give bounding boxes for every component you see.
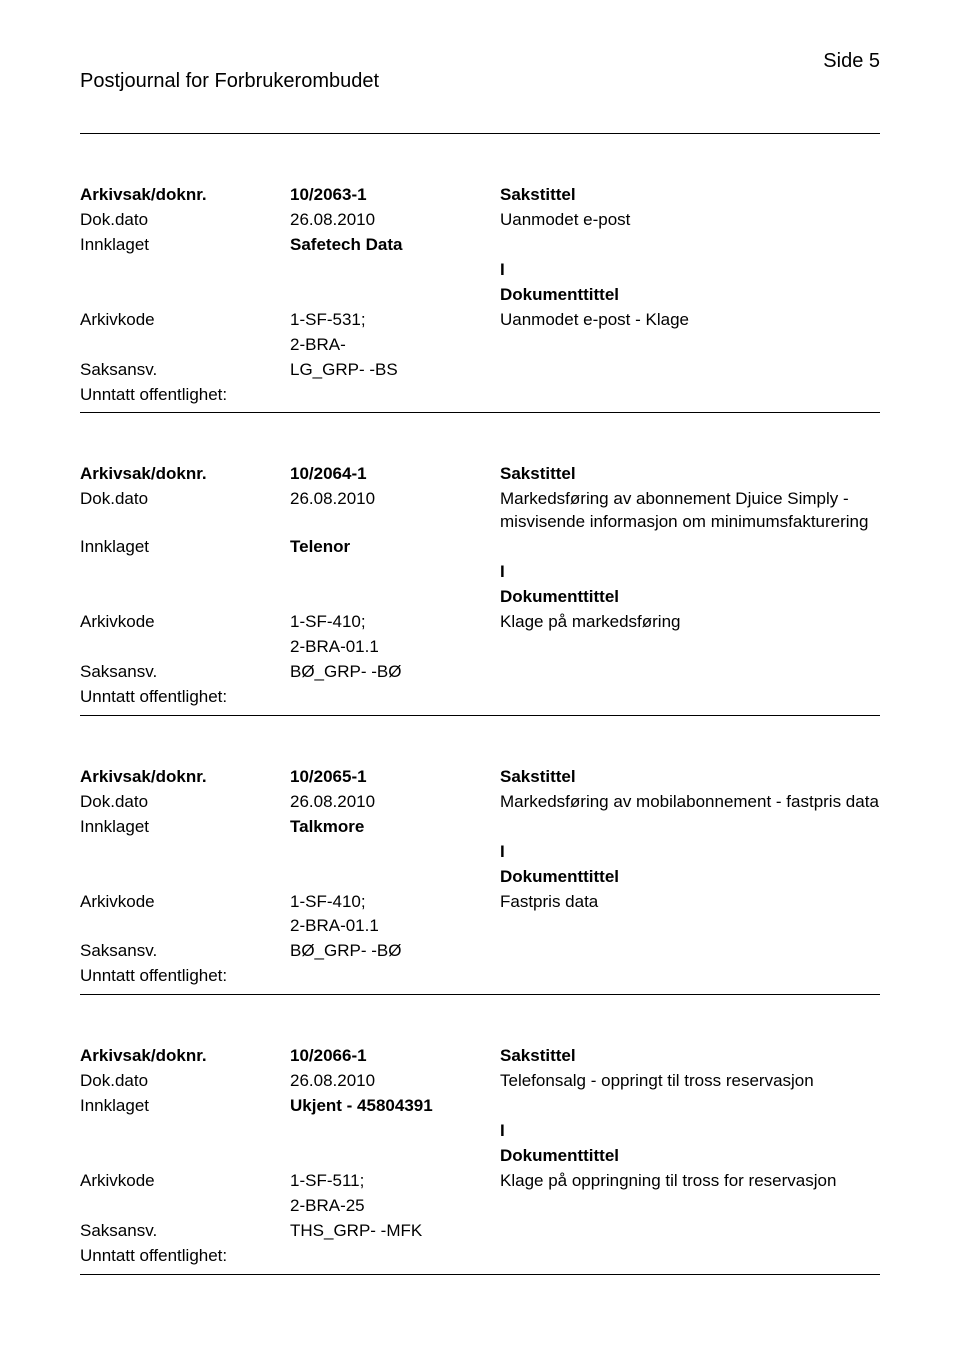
label-arkivkode: Arkivkode (80, 309, 290, 332)
label-dokumenttittel: Dokumenttittel (500, 866, 880, 889)
label-saksansv: Saksansv. (80, 661, 290, 684)
label-sakstittel: Sakstittel (500, 463, 880, 486)
label-arkivsak: Arkivsak/doknr. (80, 463, 290, 486)
entry-rule (80, 994, 880, 995)
value-arkivsak: 10/2065-1 (290, 766, 500, 789)
label-arkivsak: Arkivsak/doknr. (80, 1045, 290, 1068)
value-ikode: I (500, 259, 880, 282)
page-title: Postjournal for Forbrukerombudet (80, 70, 880, 93)
value-doktittel: Fastpris data (500, 891, 880, 914)
value-innklaget: Ukjent - 45804391 (290, 1095, 500, 1118)
label-arkivkode: Arkivkode (80, 611, 290, 634)
label-dokumenttittel: Dokumenttittel (500, 1145, 880, 1168)
label-sakstittel: Sakstittel (500, 184, 880, 207)
journal-entry: Arkivsak/doknr. 10/2065-1 Sakstittel Dok… (80, 766, 880, 995)
label-sakstittel: Sakstittel (500, 766, 880, 789)
value-arkivsak: 10/2063-1 (290, 184, 500, 207)
label-dokdato: Dok.dato (80, 488, 290, 511)
value-arkivkode-l2: 2-BRA-25 (290, 1195, 500, 1218)
value-arkivkode-l2: 2-BRA-01.1 (290, 915, 500, 938)
page-number: Side 5 (823, 50, 880, 73)
value-doktittel: Uanmodet e-post - Klage (500, 309, 880, 332)
label-dokdato: Dok.dato (80, 791, 290, 814)
value-ikode: I (500, 561, 880, 584)
value-arkivsak: 10/2064-1 (290, 463, 500, 486)
value-ikode: I (500, 1120, 880, 1143)
value-ikode: I (500, 841, 880, 864)
label-arkivkode: Arkivkode (80, 1170, 290, 1193)
value-arkivkode-l2: 2-BRA-01.1 (290, 636, 500, 659)
value-saksansv: BØ_GRP- -BØ (290, 661, 500, 684)
header-rule (80, 133, 880, 134)
label-unntatt: Unntatt offentlighet: (80, 1245, 290, 1268)
label-saksansv: Saksansv. (80, 359, 290, 382)
label-arkivsak: Arkivsak/doknr. (80, 184, 290, 207)
value-sakstittel: Telefonsalg - oppringt til tross reserva… (500, 1070, 880, 1093)
value-saksansv: LG_GRP- -BS (290, 359, 500, 382)
entry-rule (80, 412, 880, 413)
label-dokdato: Dok.dato (80, 1070, 290, 1093)
value-dokdato: 26.08.2010 (290, 209, 500, 232)
label-arkivkode: Arkivkode (80, 891, 290, 914)
value-arkivkode-l1: 1-SF-410; (290, 611, 500, 634)
value-sakstittel: Markedsføring av mobilabonnement - fastp… (500, 791, 880, 814)
value-arkivkode-l1: 1-SF-511; (290, 1170, 500, 1193)
page: Side 5 Postjournal for Forbrukerombudet … (0, 0, 960, 1345)
entry-rule (80, 715, 880, 716)
label-dokdato: Dok.dato (80, 209, 290, 232)
label-saksansv: Saksansv. (80, 1220, 290, 1243)
value-saksansv: THS_GRP- -MFK (290, 1220, 500, 1243)
journal-entry: Arkivsak/doknr. 10/2064-1 Sakstittel Dok… (80, 463, 880, 715)
label-dokumenttittel: Dokumenttittel (500, 586, 880, 609)
value-doktittel: Klage på oppringning til tross for reser… (500, 1170, 880, 1193)
value-innklaget: Telenor (290, 536, 500, 559)
value-arkivkode-l2: 2-BRA- (290, 334, 500, 357)
value-dokdato: 26.08.2010 (290, 488, 500, 511)
value-dokdato: 26.08.2010 (290, 1070, 500, 1093)
journal-entry: Arkivsak/doknr. 10/2063-1 Sakstittel Dok… (80, 184, 880, 413)
value-dokdato: 26.08.2010 (290, 791, 500, 814)
value-innklaget: Safetech Data (290, 234, 500, 257)
value-sakstittel: Uanmodet e-post (500, 209, 880, 232)
value-arkivkode-l1: 1-SF-531; (290, 309, 500, 332)
value-arkivsak: 10/2066-1 (290, 1045, 500, 1068)
value-innklaget: Talkmore (290, 816, 500, 839)
label-unntatt: Unntatt offentlighet: (80, 965, 290, 988)
label-dokumenttittel: Dokumenttittel (500, 284, 880, 307)
entry-rule (80, 1274, 880, 1275)
label-innklaget: Innklaget (80, 816, 290, 839)
value-sakstittel: Markedsføring av abonnement Djuice Simpl… (500, 488, 880, 534)
label-sakstittel: Sakstittel (500, 1045, 880, 1068)
label-unntatt: Unntatt offentlighet: (80, 686, 290, 709)
value-saksansv: BØ_GRP- -BØ (290, 940, 500, 963)
value-arkivkode-l1: 1-SF-410; (290, 891, 500, 914)
label-arkivsak: Arkivsak/doknr. (80, 766, 290, 789)
journal-entry: Arkivsak/doknr. 10/2066-1 Sakstittel Dok… (80, 1045, 880, 1274)
label-innklaget: Innklaget (80, 1095, 290, 1118)
label-innklaget: Innklaget (80, 536, 290, 559)
label-saksansv: Saksansv. (80, 940, 290, 963)
value-doktittel: Klage på markedsføring (500, 611, 880, 634)
label-innklaget: Innklaget (80, 234, 290, 257)
label-unntatt: Unntatt offentlighet: (80, 384, 290, 407)
